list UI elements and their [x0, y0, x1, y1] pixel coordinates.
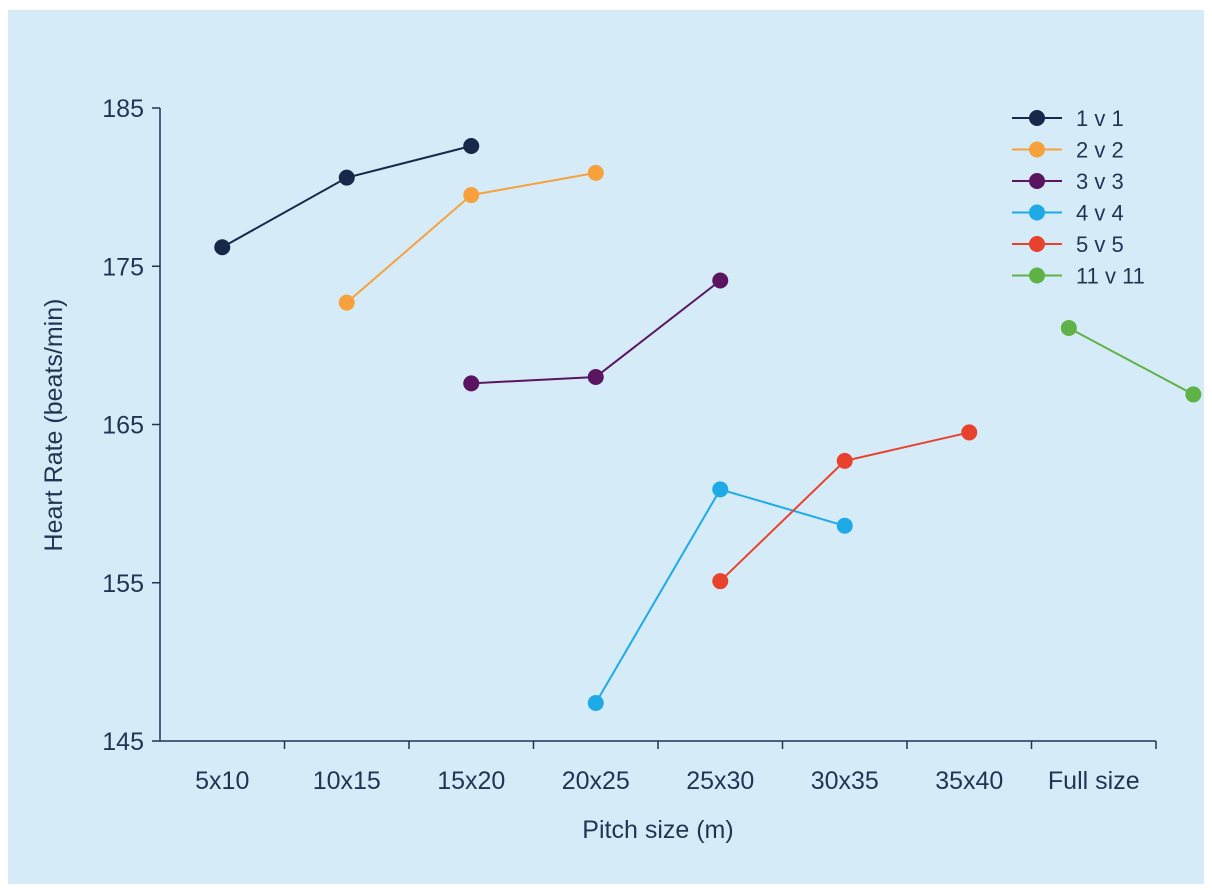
series-2v2: [338, 164, 604, 311]
data-point: [338, 294, 355, 311]
data-point: [1185, 386, 1202, 403]
legend-marker: [1029, 141, 1045, 158]
x-tick-label: Full size: [1048, 767, 1140, 795]
y-tick-label: 165: [102, 412, 144, 440]
data-point: [463, 375, 480, 392]
data-point: [1060, 319, 1077, 336]
chart-panel: [8, 10, 1204, 884]
y-tick-label: 175: [102, 253, 144, 281]
legend-label: 11 v 11: [1076, 264, 1145, 289]
data-point: [712, 573, 729, 590]
legend-label: 1 v 1: [1076, 106, 1124, 131]
series-5v5: [712, 424, 978, 590]
data-point: [587, 164, 604, 181]
x-tick-label: 30x35: [811, 767, 879, 795]
x-tick-label: 10x15: [313, 767, 381, 795]
x-tick-label: 35x40: [935, 767, 1003, 795]
y-tick-label: 145: [102, 728, 144, 756]
series-layer: [214, 137, 1202, 712]
data-point: [587, 695, 604, 712]
y-ticks: 145 155 165 175 185: [102, 95, 160, 756]
series-line: [221, 145, 472, 249]
data-point: [587, 369, 604, 386]
y-axis-title: Heart Rate (beats/min): [40, 299, 68, 552]
series-11v11: [1060, 319, 1202, 403]
data-point: [463, 187, 480, 204]
legend-marker: [1029, 204, 1045, 221]
series-1v1: [214, 137, 480, 256]
x-tick-label: 20x25: [562, 767, 630, 795]
data-point: [712, 272, 729, 289]
series-line: [471, 279, 721, 385]
y-tick-label: 185: [102, 95, 144, 123]
series-4v4: [587, 481, 853, 712]
x-axis-title: Pitch size (m): [582, 816, 733, 844]
x-tick-label: 15x20: [437, 767, 505, 795]
data-point: [214, 239, 231, 256]
data-point: [463, 137, 480, 154]
series-3v3: [463, 272, 729, 392]
axes: [159, 108, 1156, 742]
data-point: [836, 452, 853, 469]
data-point: [961, 424, 978, 441]
legend-label: 3 v 3: [1076, 169, 1124, 194]
legend-marker: [1029, 267, 1045, 284]
series-line: [594, 488, 846, 704]
legend-marker: [1029, 236, 1045, 252]
legend-marker: [1029, 110, 1045, 126]
legend-label: 5 v 5: [1076, 232, 1124, 257]
legend: 1 v 1 2 v 2 3 v 3 4 v 4 5 v 5 11 v 11: [1012, 106, 1145, 289]
x-tick-label: 5x10: [195, 767, 249, 795]
legend-label: 2 v 2: [1076, 138, 1124, 163]
data-point: [338, 169, 355, 186]
data-point: [836, 517, 853, 534]
x-tick-label: 25x30: [686, 767, 754, 795]
legend-marker: [1029, 173, 1045, 189]
x-ticks: 5x10 10x15 15x20 20x25 25x30 30x35 35x40 Full s…: [195, 741, 1157, 795]
legend-label: 4 v 4: [1076, 201, 1124, 226]
y-tick-label: 155: [102, 570, 144, 598]
data-point: [712, 481, 729, 498]
series-line: [1068, 327, 1194, 396]
